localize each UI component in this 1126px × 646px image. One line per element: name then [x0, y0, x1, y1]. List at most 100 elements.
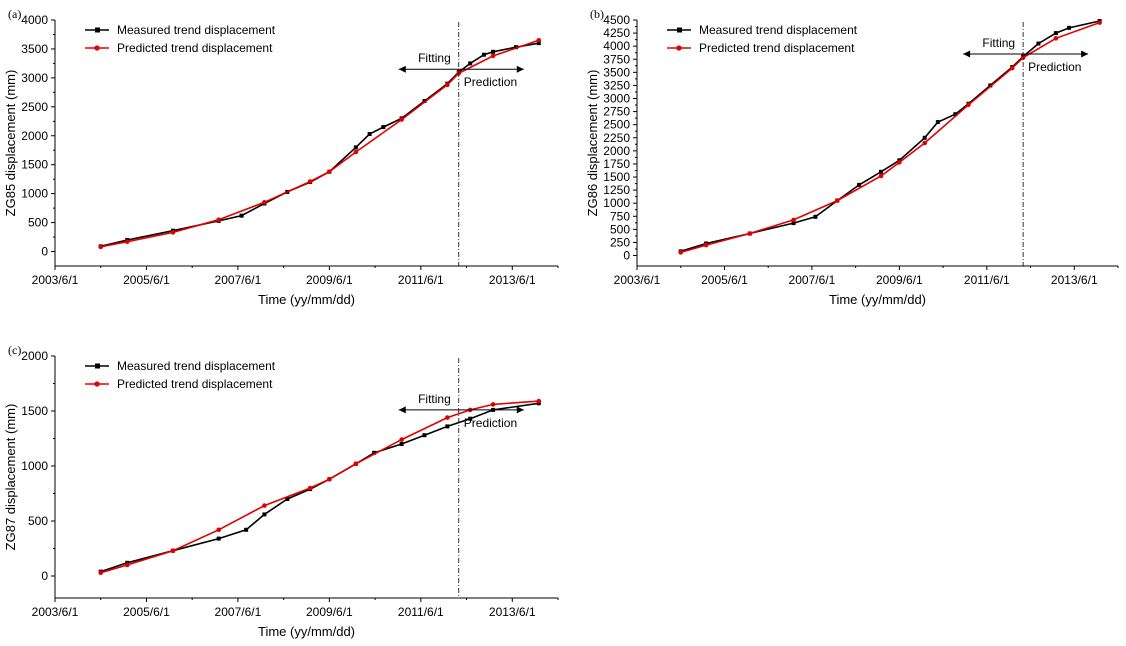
data-point-predicted	[124, 562, 130, 568]
x-tick-label: 2007/6/1	[215, 605, 262, 619]
data-point-predicted	[747, 231, 753, 236]
data-point-predicted	[98, 244, 104, 250]
series-line-predicted	[100, 39, 540, 248]
arrow-head-left	[398, 65, 406, 73]
data-point-predicted	[1009, 65, 1015, 71]
data-point-measured	[791, 221, 796, 226]
data-point-measured	[513, 45, 518, 50]
data-point-predicted	[262, 200, 267, 205]
y-tick-label: 3750	[603, 52, 630, 66]
y-tick-label: 1250	[603, 183, 630, 197]
y-tick-label: 2000	[603, 144, 630, 158]
data-point-measured	[285, 497, 290, 501]
data-point-predicted	[878, 173, 884, 179]
y-tick-label: 500	[28, 514, 48, 528]
x-tick-label: 2009/6/1	[306, 605, 353, 619]
series-line-predicted	[680, 21, 1100, 254]
data-point-predicted	[124, 239, 130, 244]
x-tick-label: 2005/6/1	[123, 273, 170, 287]
data-point-predicted	[399, 437, 404, 442]
arrow-head-right	[1081, 50, 1089, 58]
x-tick-label: 2011/6/1	[398, 273, 444, 287]
data-point-predicted	[353, 149, 359, 155]
data-point-measured	[536, 41, 541, 46]
x-tick-label: 2003/6/1	[32, 273, 79, 287]
data-point-predicted	[170, 230, 176, 235]
y-tick-label: 0	[41, 569, 48, 583]
y-tick-label: 4500	[603, 13, 630, 27]
legend-swatch-marker	[95, 27, 100, 33]
chart-panel-b: (b) 0250500750100012501500175020002250250…	[585, 7, 1119, 307]
legend-label: Measured trend displacement	[699, 23, 858, 37]
y-tick-label: 1000	[21, 459, 48, 473]
x-tick-label: 2009/6/1	[306, 273, 353, 287]
data-point-measured	[922, 135, 927, 140]
x-tick-label: 2013/6/1	[489, 605, 536, 619]
data-point-predicted	[966, 102, 971, 108]
legend-label: Predicted trend displacement	[117, 377, 273, 391]
panel-label: (b)	[590, 7, 604, 21]
y-tick-label: 750	[610, 209, 630, 223]
legend-swatch-marker	[95, 363, 100, 369]
data-point-predicted	[536, 37, 542, 43]
y-tick-label: 0	[623, 249, 630, 263]
data-point-measured	[372, 450, 377, 455]
legend-swatch-marker	[677, 27, 682, 33]
panel-label: (a)	[8, 7, 21, 21]
arrow-head-right	[516, 406, 524, 414]
data-point-measured	[399, 442, 404, 446]
y-tick-label: 1000	[603, 196, 630, 210]
y-tick-label: 2750	[603, 105, 630, 119]
annotation-prediction: Prediction	[464, 75, 517, 89]
data-point-measured	[244, 527, 249, 532]
y-tick-label: 3250	[603, 78, 630, 92]
x-tick-label: 2005/6/1	[123, 605, 170, 619]
legend-swatch-marker	[94, 45, 100, 51]
data-point-predicted	[1020, 55, 1026, 60]
y-tick-label: 2500	[603, 118, 630, 132]
data-point-predicted	[353, 461, 359, 467]
data-point-measured	[953, 112, 958, 117]
data-point-measured	[1067, 25, 1072, 30]
data-point-predicted	[98, 570, 104, 575]
y-tick-label: 250	[610, 235, 630, 249]
y-tick-label: 1500	[603, 170, 630, 184]
data-point-predicted	[307, 485, 313, 491]
y-tick-label: 500	[28, 216, 48, 230]
annotation-prediction: Prediction	[1028, 60, 1081, 74]
panel-label: (c)	[8, 343, 21, 357]
x-tick-label: 2011/6/1	[398, 605, 444, 619]
y-tick-label: 3500	[603, 65, 630, 79]
data-point-measured	[857, 182, 862, 187]
data-point-measured	[813, 214, 818, 219]
y-tick-label: 1750	[603, 157, 630, 171]
data-point-measured	[262, 512, 267, 517]
annotation-fitting: Fitting	[418, 51, 451, 65]
arrow-head-right	[516, 65, 524, 73]
data-point-measured	[481, 52, 486, 57]
data-point-measured	[878, 169, 883, 174]
data-point-predicted	[327, 169, 332, 174]
x-tick-label: 2011/6/1	[964, 273, 1010, 287]
data-point-measured	[353, 145, 358, 150]
data-point-measured	[1036, 41, 1041, 46]
chart-panel-c: (c) 0 500 1000 1500 2000 2003/6/1 2005/6/1 2007/…	[3, 343, 559, 639]
data-point-measured	[491, 49, 496, 54]
data-point-measured	[239, 213, 244, 218]
annotation-prediction: Prediction	[464, 416, 517, 430]
arrow-head-left	[398, 406, 406, 414]
data-point-predicted	[897, 160, 902, 165]
data-point-predicted	[327, 476, 332, 482]
data-point-predicted	[490, 402, 496, 407]
x-axis-title: Time (yy/mm/dd)	[829, 292, 926, 307]
data-point-measured	[367, 132, 372, 137]
data-point-predicted	[170, 548, 176, 553]
y-axis-title: ZG85 displacement (mm)	[3, 70, 18, 217]
legend-swatch-marker	[94, 381, 100, 387]
legend-swatch-marker	[676, 45, 682, 51]
legend-label: Measured trend displacement	[117, 359, 276, 373]
y-tick-label: 2000	[21, 349, 48, 363]
y-tick-label: 2250	[603, 131, 630, 145]
y-tick-label: 4000	[21, 13, 48, 27]
x-tick-label: 2003/6/1	[614, 273, 661, 287]
